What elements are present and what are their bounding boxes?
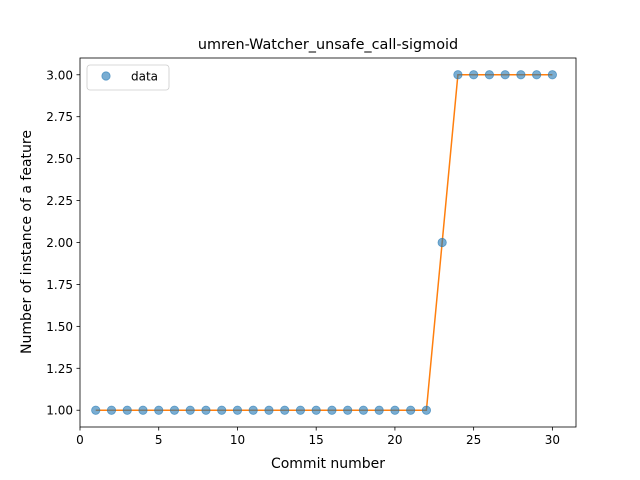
data-point (358, 405, 369, 415)
data-point (453, 70, 463, 80)
data-point (248, 405, 258, 415)
data-point (138, 405, 148, 415)
data-point (185, 405, 195, 415)
y-tick-label: 2.75 (46, 110, 73, 124)
data-point (311, 405, 321, 415)
legend-label: data (131, 70, 158, 84)
y-tick-label: 2.00 (46, 236, 73, 250)
data-point (469, 70, 479, 80)
data-point (516, 70, 526, 80)
x-axis-label: Commit number (271, 456, 385, 472)
data-point (106, 405, 117, 415)
y-tick-label: 2.25 (46, 194, 73, 208)
data-point (295, 405, 306, 415)
x-tick-label: 5 (155, 433, 163, 447)
y-tick-label: 1.75 (46, 278, 73, 292)
data-point (280, 405, 290, 415)
y-tick-label: 1.00 (46, 404, 73, 418)
data-point (91, 405, 101, 415)
y-tick-label: 2.50 (46, 152, 73, 166)
data-point (154, 405, 164, 415)
data-point (232, 405, 243, 415)
x-tick-label: 20 (387, 433, 402, 447)
y-tick-label: 1.25 (46, 362, 73, 376)
data-point (343, 405, 353, 415)
x-tick-label: 15 (309, 433, 324, 447)
data-point (421, 405, 432, 415)
data-point (437, 237, 447, 248)
y-tick-label: 3.00 (46, 68, 73, 82)
legend-marker (101, 71, 111, 81)
x-tick-label: 0 (76, 433, 84, 447)
data-point (532, 70, 542, 80)
x-tick-label: 25 (466, 433, 481, 447)
data-point (217, 405, 227, 415)
data-point (484, 70, 494, 80)
data-point (169, 405, 180, 415)
data-point (201, 405, 211, 415)
data-point (122, 405, 132, 415)
legend: data (86, 64, 170, 91)
x-tick-label: 30 (545, 433, 560, 447)
plot-area: 0 5 10 15 20 25 30 1.00 1.25 1.50 1.75 2.00 2.25 2.50… (46, 57, 577, 447)
y-axis-label: Number of instance of a feature (19, 130, 35, 354)
legend-frame (86, 64, 170, 91)
x-tick-label: 10 (230, 433, 245, 447)
axes-frame (79, 57, 577, 428)
data-point (374, 405, 384, 415)
chart-title: umren-Watcher_unsafe_call-sigmoid (198, 37, 458, 53)
data-point (406, 405, 416, 415)
y-tick-label: 1.50 (46, 320, 73, 334)
data-point (264, 405, 274, 415)
data-point (390, 405, 400, 415)
data-point (327, 405, 337, 415)
data-point (500, 70, 510, 80)
series-line (95, 74, 553, 411)
data-point (547, 70, 557, 80)
